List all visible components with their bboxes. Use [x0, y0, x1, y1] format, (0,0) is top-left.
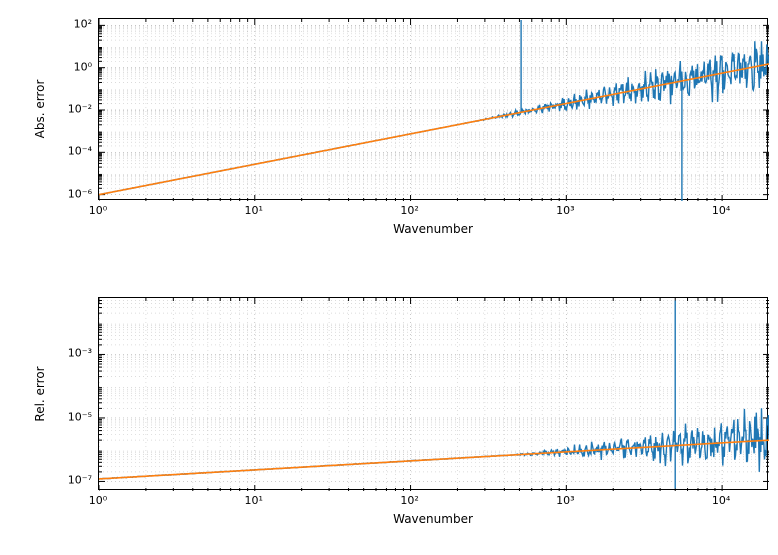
chart-panel-top — [98, 18, 768, 200]
chart-svg — [99, 298, 769, 491]
y-tick-label: 10⁻⁷ — [68, 474, 92, 487]
x-tick-label: 10⁰ — [89, 204, 107, 217]
y-tick-label: 10⁻⁵ — [68, 410, 92, 423]
x-tick-label: 10¹ — [245, 204, 263, 217]
x-tick-label: 10⁴ — [712, 494, 730, 507]
x-tick-label: 10⁰ — [89, 494, 107, 507]
x-tick-label: 10¹ — [245, 494, 263, 507]
x-tick-label: 10³ — [556, 494, 574, 507]
chart-panel-bottom — [98, 297, 768, 490]
chart-svg — [99, 19, 769, 201]
trend-series-line — [99, 64, 769, 195]
y-axis-label: Abs. error — [33, 80, 47, 139]
x-tick-label: 10³ — [556, 204, 574, 217]
figure-container: 10⁻⁶ 10⁻⁴ 10⁻² 10⁰ 10² 10⁰ 10¹ 10² 10³ 10⁴ Abs. er… — [0, 0, 778, 555]
y-tick-label: 10² — [74, 18, 92, 31]
y-tick-label: 10⁻² — [68, 103, 92, 116]
y-tick-label: 10⁻⁶ — [68, 187, 92, 200]
x-tick-label: 10⁴ — [712, 204, 730, 217]
y-tick-label: 10⁻³ — [68, 347, 92, 360]
x-tick-label: 10² — [400, 204, 418, 217]
y-tick-label: 10⁰ — [74, 60, 92, 73]
x-axis-label: Wavenumber — [393, 222, 473, 236]
y-axis-label: Rel. error — [33, 366, 47, 421]
x-axis-label: Wavenumber — [393, 512, 473, 526]
x-tick-label: 10² — [400, 494, 418, 507]
y-tick-label: 10⁻⁴ — [68, 145, 92, 158]
